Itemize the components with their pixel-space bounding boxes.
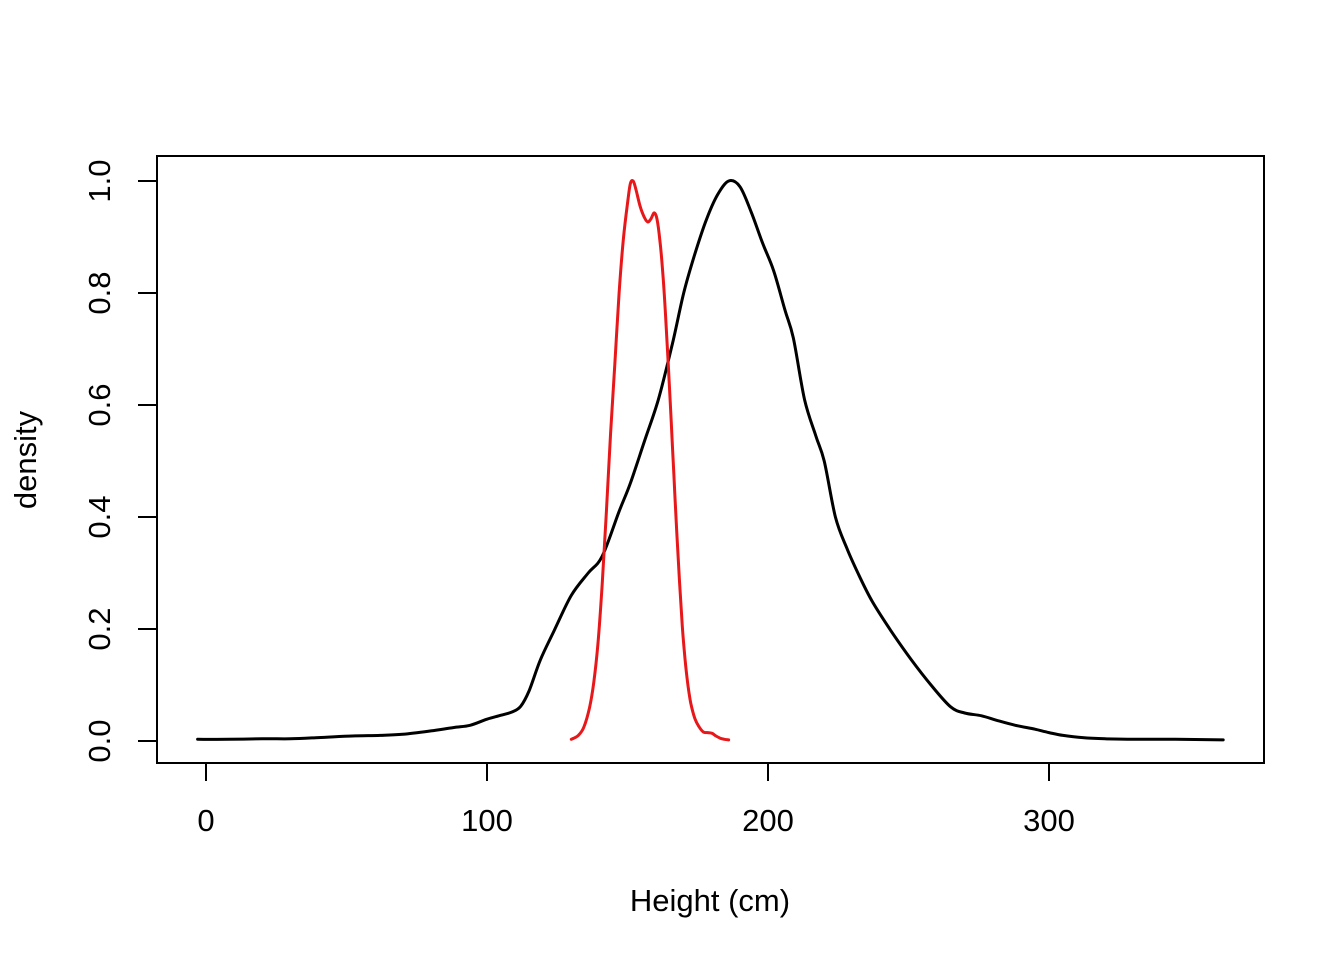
x-axis-tick-labels: 0 100 200 300 xyxy=(197,803,1074,838)
y-tick-label: 0.8 xyxy=(82,271,117,314)
y-tick-label: 1.0 xyxy=(82,159,117,202)
x-tick-label: 0 xyxy=(197,803,214,838)
x-tick-label: 300 xyxy=(1023,803,1075,838)
y-tick-label: 0.6 xyxy=(82,383,117,426)
x-axis-ticks xyxy=(205,763,1050,781)
y-axis-title: density xyxy=(8,410,43,509)
red-density-curve xyxy=(569,179,731,742)
black-density-curve xyxy=(196,179,1225,742)
y-tick-label: 0.2 xyxy=(82,607,117,650)
y-axis-ticks xyxy=(138,180,157,742)
x-axis-title: Height (cm) xyxy=(630,883,790,918)
plot-box xyxy=(156,155,1265,764)
x-tick-label: 100 xyxy=(461,803,513,838)
y-tick-label: 0.4 xyxy=(82,495,117,538)
y-tick-label: 0.0 xyxy=(82,719,117,762)
y-axis-tick-labels: 0.0 0.2 0.4 0.6 0.8 1.0 xyxy=(82,159,117,762)
x-tick-label: 200 xyxy=(742,803,794,838)
density-curves xyxy=(196,179,1225,742)
